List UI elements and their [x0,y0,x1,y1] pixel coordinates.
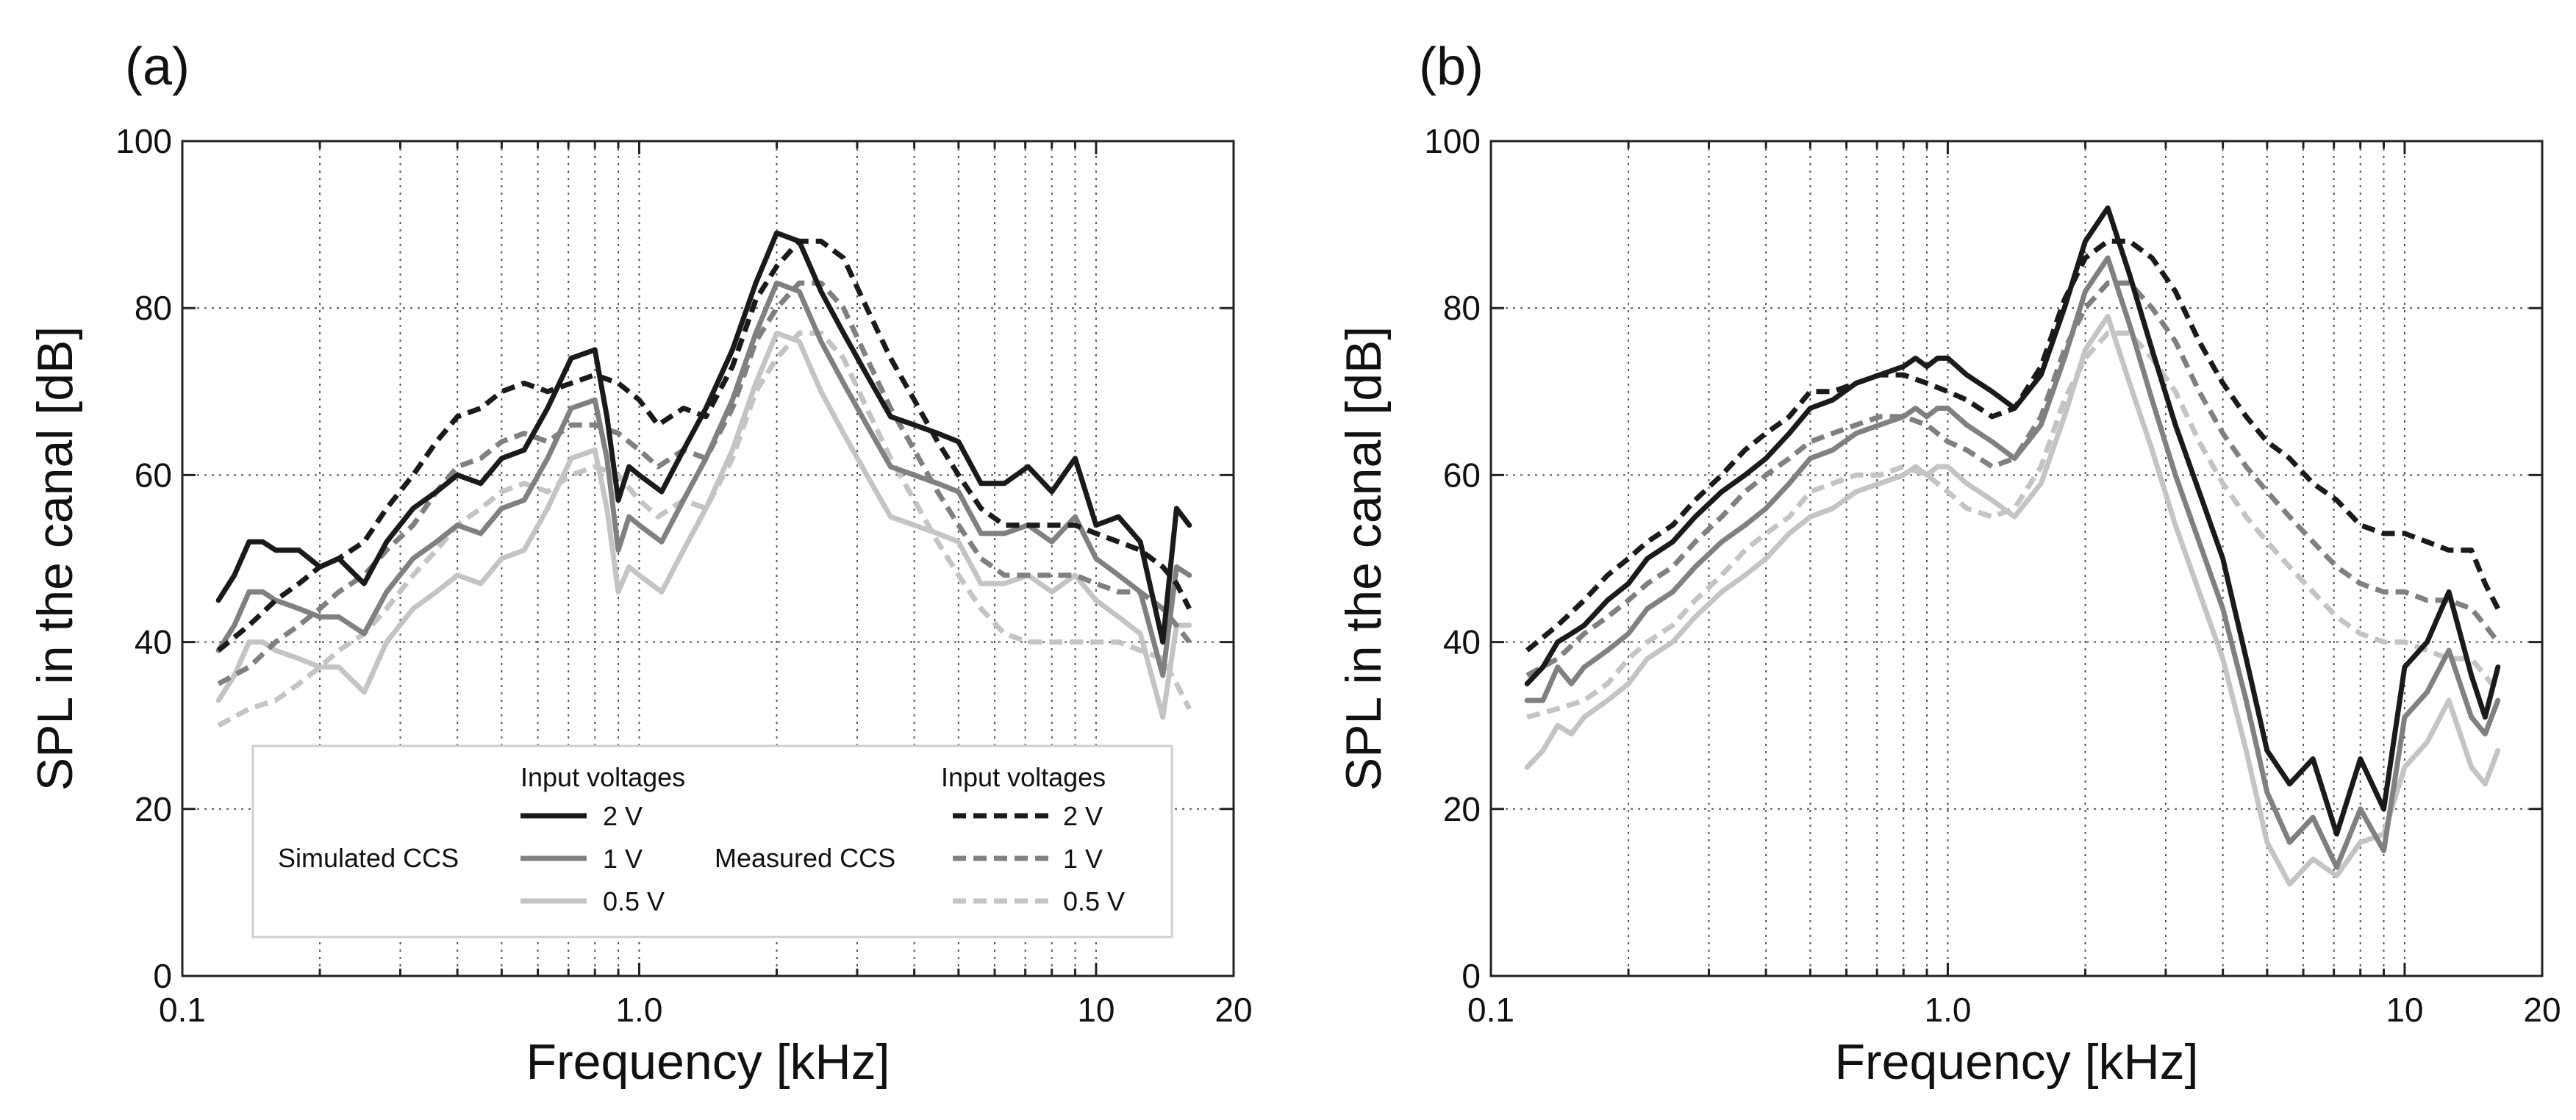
legend-entry-meas-1v: 1 V [1063,844,1103,874]
y-tick-label: 60 [135,456,172,494]
y-tick-label: 0 [153,957,172,995]
legend-entry-meas-2v: 2 V [1063,801,1103,831]
legend-header-simulated: Input voltages [520,762,685,792]
x-tick-label: 10 [2386,991,2423,1029]
y-tick-label: 40 [135,623,172,661]
grid-lines [1491,141,2542,976]
x-tick-label: 20 [1214,991,1252,1029]
series-lines [1524,205,2501,887]
y-tick-label: 100 [115,122,172,160]
x-tick-label: 0.1 [159,991,206,1029]
legend-group-simulated: Simulated CCS [278,843,459,873]
x-axis-label: Frequency [kHz] [1834,1034,2198,1090]
x-axis-label: Frequency [kHz] [526,1034,890,1090]
y-axis-label: SPL in the canal [dB] [1336,326,1392,791]
x-tick-label: 0.1 [1467,991,1514,1029]
plot-frame [1489,140,2544,977]
series-line-simulated-ccs-2-v [1524,205,2501,837]
y-tick-label: 100 [1424,122,1481,160]
panel-label: (b) [1419,37,1484,96]
series-line-measured-ccs-1-v [217,280,1192,686]
series-lines [215,230,1192,728]
panel-label: (a) [125,37,190,96]
legend-entry-meas-05v: 0.5 V [1063,886,1125,916]
y-tick-label: 80 [135,289,172,327]
legend-entry-sim-1v: 1 V [603,844,643,874]
legend-box [251,744,1173,938]
series-line-simulated-ccs-1-v [1524,255,2501,870]
y-axis-label: SPL in the canal [dB] [27,326,83,791]
series-line-simulated-ccs-05-v [1524,314,2501,887]
panel-b: (b) 0.1 1.0 10 20 0 20 40 60 80 100 Frequency [kH… [1336,37,2561,1090]
panel-a: (a) 0.1 1.0 10 20 0 20 40 60 80 100 Frequency [kH… [27,37,1253,1090]
series-line-measured-ccs-2-v [216,238,1192,653]
axis-ticks: 0.1 1.0 10 20 0 20 40 60 80 100 [115,122,1252,1029]
legend: Input voltages Input voltages Simulated … [251,744,1173,938]
x-tick-label: 1.0 [615,991,662,1029]
y-tick-label: 60 [1443,456,1481,494]
series-line-measured-ccs-05-v [217,330,1192,728]
x-tick-label: 1.0 [1924,991,1971,1029]
y-tick-label: 0 [1461,957,1481,995]
series-line-simulated-ccs-05-v [215,330,1192,720]
legend-entry-sim-05v: 0.5 V [603,886,665,916]
legend-group-measured: Measured CCS [715,843,895,873]
x-tick-label: 20 [2523,991,2561,1029]
y-tick-label: 80 [1443,289,1481,327]
series-line-simulated-ccs-2-v [215,230,1192,645]
legend-entry-sim-2v: 2 V [603,801,643,831]
axis-ticks: 0.1 1.0 10 20 0 20 40 60 80 100 [1424,122,2561,1029]
series-line-measured-ccs-2-v [1525,238,2500,653]
series-line-simulated-ccs-1-v [215,280,1192,678]
y-tick-label: 20 [135,790,172,828]
legend-header-measured: Input voltages [941,762,1106,792]
y-tick-label: 40 [1443,623,1481,661]
plot-frame [181,140,1235,977]
y-tick-label: 20 [1443,790,1481,828]
x-tick-label: 10 [1077,991,1115,1029]
series-line-measured-ccs-1-v [1525,280,2500,678]
series-line-measured-ccs-05-v [1526,330,2500,720]
